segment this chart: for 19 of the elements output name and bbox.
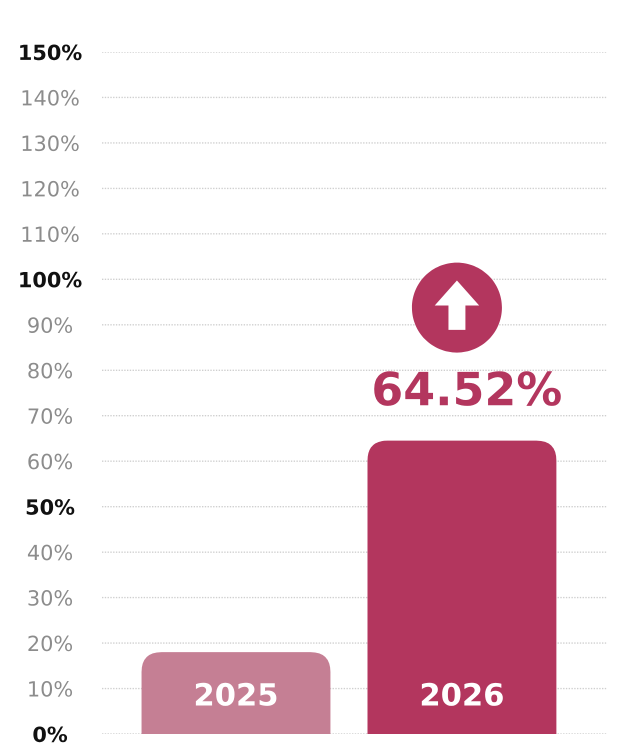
y-tick-label: 150% — [20, 44, 82, 60]
y-tick-label: 30% — [28, 590, 72, 606]
x-tick-label: 2025 — [196, 682, 276, 706]
y-tick-label: 40% — [28, 544, 72, 560]
y-tick-label: 120% — [22, 180, 79, 197]
y-tick-label: 100% — [20, 272, 82, 288]
y-tick-label: 10% — [29, 680, 72, 697]
y-tick-label: 70% — [28, 408, 72, 424]
y-tick-label: 0% — [33, 726, 68, 742]
x-tick-label: 2026 — [422, 682, 503, 706]
y-tick-label: 60% — [28, 454, 72, 470]
data-label: 64.52% — [374, 371, 561, 406]
y-tick-label: 140% — [22, 90, 79, 106]
y-tick-label: 80% — [28, 362, 72, 378]
y-tick-label: 20% — [28, 636, 72, 652]
y-tick-label: 110% — [22, 226, 79, 242]
y-tick-label: 50% — [26, 499, 74, 515]
y-tick-label: 90% — [28, 317, 72, 334]
y-tick-label: 130% — [22, 135, 79, 152]
